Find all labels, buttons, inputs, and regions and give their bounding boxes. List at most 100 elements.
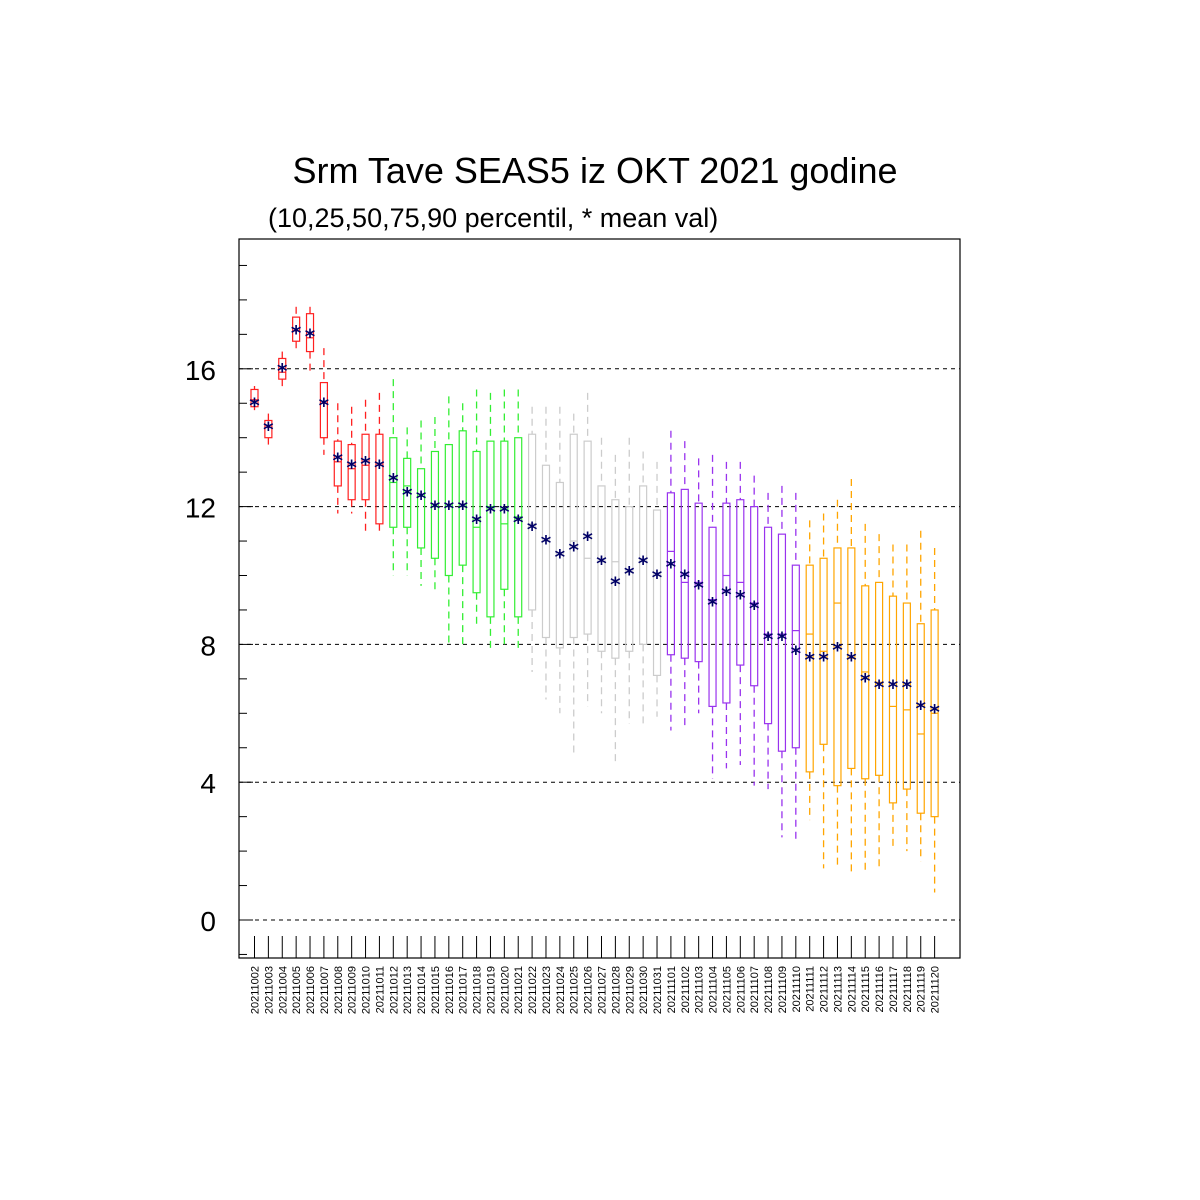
x-tick-label: 20211018 (472, 966, 484, 1014)
y-tick-label: 0 (200, 906, 216, 937)
x-tick-label: 20211010 (361, 966, 373, 1014)
mean-marker: * (763, 628, 774, 652)
x-tick-label: 20211111 (805, 966, 817, 1012)
box-iqr (333, 440, 342, 487)
box-iqr (403, 457, 412, 528)
box-item: * (902, 544, 913, 852)
box-iqr (763, 526, 773, 725)
mean-marker: * (388, 469, 399, 493)
box-iqr (639, 485, 648, 645)
box-item: * (763, 492, 774, 790)
chart-title-wrap: Srm Tave SEAS5 iz OKT 2021 godine (0, 150, 1190, 192)
box-item: * (346, 406, 357, 514)
box-iqr (722, 502, 731, 704)
mean-marker: * (804, 648, 815, 672)
x-tick-label: 20211019 (485, 966, 497, 1014)
box-iqr (666, 492, 676, 656)
box-item: * (846, 479, 857, 872)
box-item: * (791, 492, 802, 841)
mean-marker: * (916, 696, 927, 720)
x-tick-label: 20211023 (541, 966, 553, 1014)
x-tick-label: 20211022 (527, 966, 539, 1014)
mean-marker: * (832, 638, 843, 662)
box-iqr (833, 547, 842, 787)
x-tick-label: 20211116 (874, 966, 886, 1013)
box-iqr (625, 506, 634, 652)
mean-marker: * (374, 455, 385, 479)
box-iqr (597, 485, 606, 652)
box-item: * (485, 392, 496, 652)
x-tick-label: 20211017 (458, 966, 470, 1014)
x-tick-label: 20211002 (250, 966, 262, 1014)
box-iqr (777, 533, 787, 752)
box-item: * (388, 379, 399, 576)
mean-marker: * (291, 321, 302, 345)
box-item: * (541, 406, 552, 700)
box-item: * (735, 461, 746, 765)
box-item: * (818, 513, 829, 869)
x-tick-label: 20211006 (305, 966, 317, 1014)
box-iqr (486, 440, 495, 618)
box-item: * (749, 475, 760, 786)
box-iqr (750, 506, 759, 687)
box-iqr (652, 509, 662, 677)
box-item: * (499, 389, 510, 645)
box-item: * (860, 523, 871, 872)
box-item: * (263, 413, 274, 445)
box-iqr (902, 602, 911, 790)
box-layer: **** *** * * *** * * * ** * * * *** * *** * ** * * ** * * ** **… (249, 306, 940, 893)
mean-marker: * (638, 552, 649, 576)
x-tick-label: 20211118 (902, 966, 914, 1013)
box-iqr (708, 526, 717, 708)
box-item: * (416, 420, 427, 586)
mean-marker: * (610, 572, 621, 596)
x-tick-label: 20211007 (319, 966, 331, 1014)
mean-marker: * (874, 676, 885, 700)
x-tick-label: 20211031 (652, 966, 664, 1014)
x-tick-label: 20211101 (666, 966, 678, 1013)
box-item: * (360, 399, 371, 535)
plot-frame (238, 238, 961, 959)
x-tick-label: 20211109 (777, 966, 789, 1013)
x-tick-label: 20211113 (832, 966, 844, 1013)
box-item: * (888, 544, 899, 848)
mean-marker: * (818, 648, 829, 672)
box-item: * (610, 454, 621, 762)
box-item: * (527, 406, 538, 672)
mean-marker: * (430, 497, 441, 521)
box-item: * (291, 306, 302, 352)
box-item: * (582, 392, 593, 707)
x-tick-label: 20211119 (916, 966, 928, 1013)
mean-marker: * (485, 500, 496, 524)
mean-marker: * (249, 393, 260, 417)
mean-marker: * (555, 545, 566, 569)
box-item: * (804, 520, 815, 821)
x-tick-label: 20211106 (735, 966, 747, 1013)
x-tick-label: 20211003 (263, 966, 275, 1014)
box-item: * (916, 530, 927, 862)
mean-marker: * (902, 676, 913, 700)
mean-marker: * (582, 528, 593, 552)
box-item: * (430, 417, 441, 590)
box-item: * (569, 413, 580, 755)
box-iqr (916, 623, 925, 814)
x-tick-label: 20211120 (930, 966, 942, 1013)
box-iqr (458, 430, 467, 566)
x-tick-label: 20211025 (569, 966, 581, 1014)
mean-marker: * (735, 586, 746, 610)
mean-marker: * (596, 552, 607, 576)
box-iqr (861, 585, 870, 780)
y-tick-label: 12 (185, 493, 216, 524)
box-iqr (430, 450, 440, 559)
mean-marker: * (305, 324, 316, 348)
x-tick-label: 20211004 (277, 966, 289, 1014)
x-tick-label: 20211026 (583, 966, 595, 1014)
mean-marker: * (624, 562, 635, 586)
mean-marker: * (457, 497, 468, 521)
x-tick-label: 20211112 (819, 966, 831, 1013)
mean-marker: * (319, 393, 330, 417)
x-tick-label: 20211013 (402, 966, 414, 1014)
box-iqr (347, 443, 356, 501)
mean-marker: * (721, 583, 732, 607)
box-item: * (624, 437, 635, 724)
